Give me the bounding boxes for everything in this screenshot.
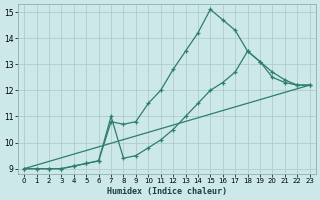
X-axis label: Humidex (Indice chaleur): Humidex (Indice chaleur)	[107, 187, 227, 196]
